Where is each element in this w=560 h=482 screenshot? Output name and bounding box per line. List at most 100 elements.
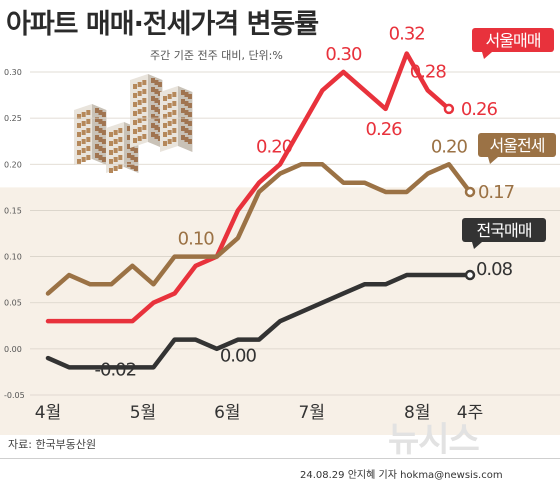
- window: [157, 109, 162, 114]
- window: [95, 117, 99, 122]
- data-label: 0.26: [366, 119, 403, 140]
- legend-tag-bg: [478, 133, 556, 157]
- window: [113, 157, 118, 162]
- window: [184, 128, 189, 133]
- x-tick-label: 8월: [404, 403, 430, 423]
- window: [163, 96, 167, 101]
- window: [157, 136, 162, 141]
- window: [130, 146, 135, 151]
- window: [101, 121, 106, 126]
- data-label: 0.28: [410, 61, 447, 82]
- window: [86, 155, 91, 160]
- x-tick-label: 4월: [35, 403, 61, 423]
- building-icon: [74, 104, 107, 165]
- window: [95, 135, 99, 140]
- y-tick-label: 0.15: [4, 206, 22, 215]
- window: [172, 137, 177, 142]
- window: [163, 132, 167, 137]
- window: [167, 121, 172, 126]
- building-icon: [130, 74, 163, 148]
- window: [181, 117, 185, 122]
- window: [181, 135, 185, 140]
- window: [133, 129, 137, 134]
- window: [154, 134, 159, 139]
- window: [184, 92, 189, 97]
- legend-tag-2: 서울전세: [478, 133, 556, 164]
- window: [81, 148, 86, 153]
- window: [133, 148, 138, 153]
- window: [95, 108, 99, 113]
- window: [133, 120, 137, 125]
- data-label: 0.08: [476, 259, 513, 280]
- window: [142, 89, 147, 94]
- window: [98, 137, 103, 142]
- window: [127, 144, 131, 149]
- window: [101, 112, 106, 117]
- window: [187, 139, 192, 144]
- window: [151, 114, 155, 119]
- y-tick-label: 0.25: [4, 114, 22, 123]
- window: [133, 157, 138, 162]
- series-line-3: [45, 272, 473, 370]
- window: [133, 138, 137, 143]
- window: [127, 135, 131, 140]
- window: [81, 157, 86, 162]
- window: [109, 132, 113, 137]
- window: [137, 118, 142, 123]
- window: [187, 103, 192, 108]
- window: [95, 126, 99, 131]
- x-tick-label: 4주: [457, 403, 483, 423]
- window: [77, 132, 81, 137]
- chart-subtitle: 주간 기준 전주 대비, 단위:%: [150, 49, 283, 62]
- window: [86, 119, 91, 124]
- window: [151, 87, 155, 92]
- y-tick-label: 0.30: [4, 68, 22, 77]
- window: [98, 119, 103, 124]
- window: [118, 155, 123, 160]
- window: [133, 102, 137, 107]
- window: [113, 148, 118, 153]
- window: [167, 112, 172, 117]
- window: [137, 136, 142, 141]
- end-point-marker: [464, 269, 476, 281]
- window: [109, 150, 113, 155]
- window: [151, 78, 155, 83]
- window: [113, 130, 118, 135]
- window: [113, 166, 118, 171]
- window: [86, 137, 91, 142]
- series-line-1: [45, 51, 452, 324]
- window: [157, 100, 162, 105]
- window: [181, 108, 185, 113]
- window: [187, 94, 192, 99]
- window: [101, 139, 106, 144]
- legend-tag-3: 전국매매: [462, 218, 546, 249]
- grid-lines: [30, 71, 560, 396]
- window: [95, 153, 99, 158]
- window: [142, 125, 147, 130]
- window: [184, 137, 189, 142]
- window: [109, 141, 113, 146]
- window: [154, 125, 159, 130]
- window: [101, 157, 106, 162]
- x-axis-ticks: 4월 5월 6월 7월 8월 4주: [35, 403, 483, 423]
- window: [181, 90, 185, 95]
- window: [163, 105, 167, 110]
- window: [163, 141, 167, 146]
- window: [163, 123, 167, 128]
- window: [77, 150, 81, 155]
- window: [77, 141, 81, 146]
- window: [98, 146, 103, 151]
- window: [81, 130, 86, 135]
- window: [86, 146, 91, 151]
- window: [98, 110, 103, 115]
- window: [187, 121, 192, 126]
- footer-divider: [0, 458, 560, 459]
- data-label: 0.20: [431, 136, 468, 157]
- window: [130, 155, 135, 160]
- window: [101, 148, 106, 153]
- window: [172, 92, 177, 97]
- legend-tag-pointer: [472, 242, 482, 249]
- window: [77, 123, 81, 128]
- window: [101, 130, 106, 135]
